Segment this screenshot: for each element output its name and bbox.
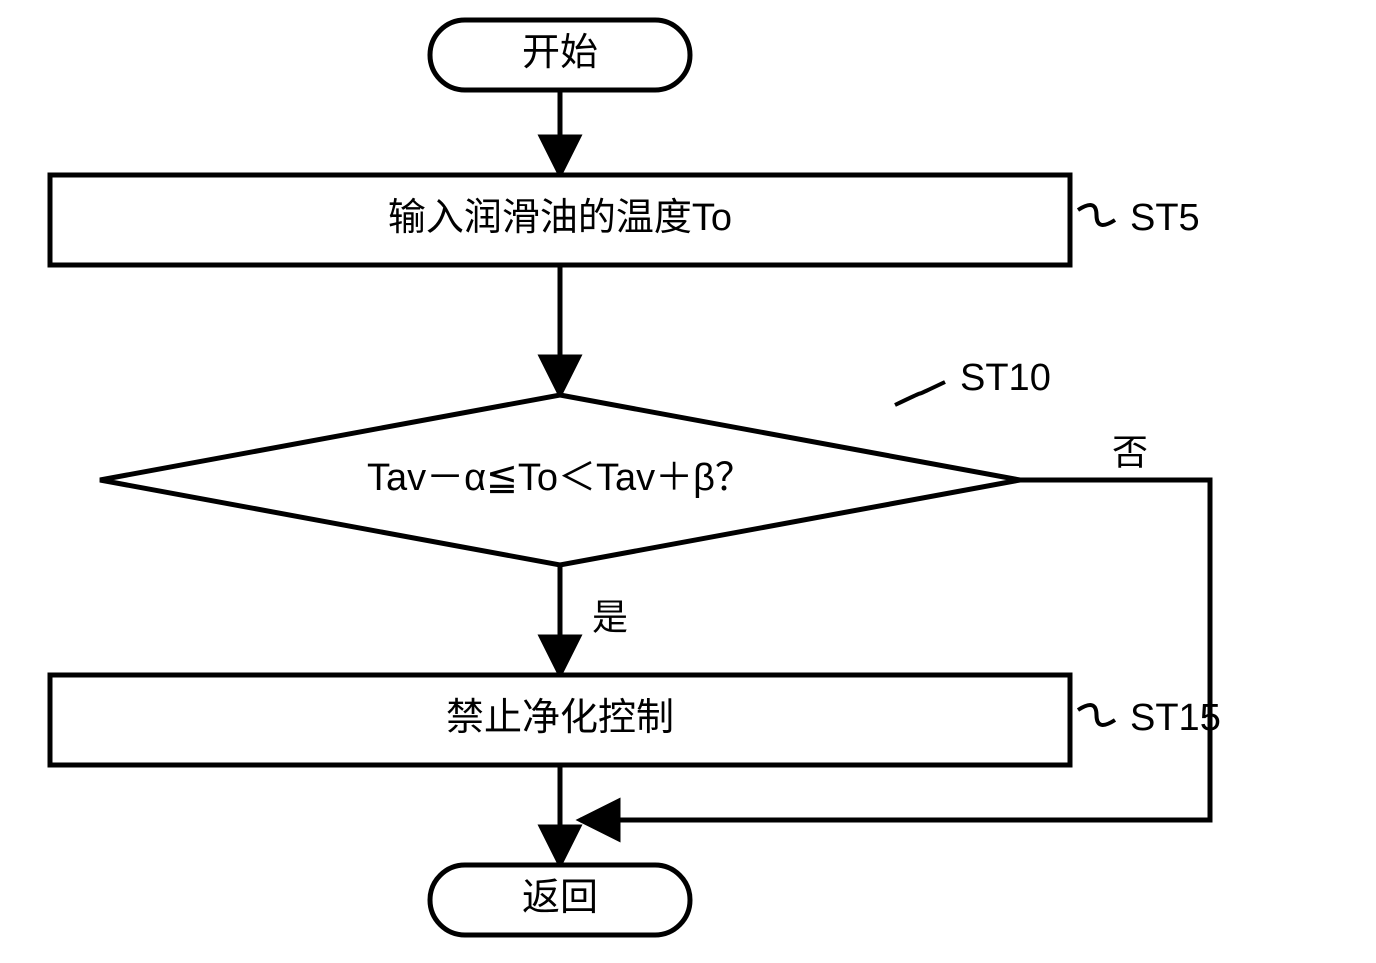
tag-st5: ST5 — [1130, 197, 1200, 239]
flowchart-canvas: 是 否 开始输入润滑油的温度To ST5 Tav－α≦To＜Tav＋β？ ST10 禁止净化… — [0, 0, 1376, 963]
tag-leader — [1078, 705, 1115, 725]
tag-leader — [1078, 205, 1115, 225]
node-start-text: 开始 — [522, 32, 598, 74]
tag-leader — [895, 382, 945, 405]
tag-st10: ST10 — [960, 357, 1051, 399]
tag-st15: ST15 — [1130, 697, 1221, 739]
node-return: 返回 — [430, 865, 690, 935]
node-st10-text: Tav－α≦To＜Tav＋β？ — [367, 457, 753, 499]
node-return-text: 返回 — [522, 877, 598, 919]
node-st5: 输入润滑油的温度To — [50, 175, 1070, 265]
node-st15-text: 禁止净化控制 — [446, 697, 674, 739]
node-st10: Tav－α≦To＜Tav＋β？ — [100, 395, 1020, 565]
edge-label: 是 — [592, 597, 628, 638]
edge-label: 否 — [1112, 432, 1148, 473]
node-start: 开始 — [430, 20, 690, 90]
node-st15: 禁止净化控制 — [50, 675, 1070, 765]
node-st5-text: 输入润滑油的温度To — [388, 197, 732, 239]
